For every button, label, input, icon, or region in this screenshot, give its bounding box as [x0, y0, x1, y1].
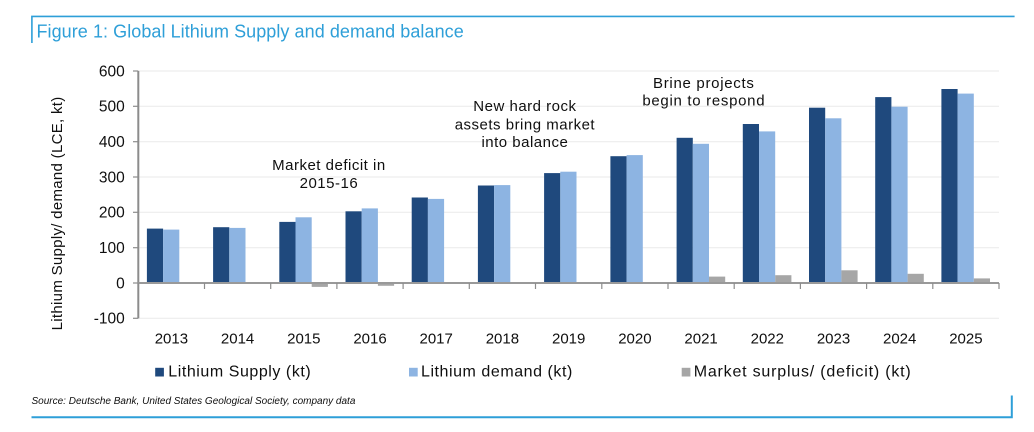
svg-text:Market surplus/ (deficit) (kt): Market surplus/ (deficit) (kt)	[694, 364, 912, 381]
svg-text:0: 0	[116, 275, 125, 292]
svg-text:600: 600	[99, 63, 125, 80]
svg-text:500: 500	[99, 99, 125, 116]
svg-text:2023: 2023	[817, 331, 850, 348]
svg-text:-100: -100	[94, 311, 125, 328]
svg-text:2014: 2014	[221, 331, 254, 348]
svg-text:Source: Deutsche Bank, United: Source: Deutsche Bank, United States Geo…	[32, 396, 356, 407]
svg-text:Lithium Supply/ demand (LCE, k: Lithium Supply/ demand (LCE, kt)	[49, 96, 66, 330]
svg-text:assets bring market: assets bring market	[455, 116, 596, 133]
svg-text:300: 300	[99, 169, 125, 186]
svg-text:Lithium Supply (kt): Lithium Supply (kt)	[168, 364, 311, 381]
svg-text:Figure 1: Global Lithium Suppl: Figure 1: Global Lithium Supply and dema…	[37, 22, 464, 42]
svg-text:into balance: into balance	[481, 134, 568, 151]
svg-text:Market deficit in: Market deficit in	[272, 157, 386, 174]
svg-text:100: 100	[99, 240, 125, 257]
svg-text:2016: 2016	[353, 331, 386, 348]
svg-text:2015-16: 2015-16	[300, 175, 359, 192]
svg-text:2020: 2020	[618, 331, 651, 348]
svg-text:Brine projects: Brine projects	[653, 75, 755, 92]
svg-text:2019: 2019	[552, 331, 585, 348]
svg-text:2025: 2025	[949, 331, 982, 348]
svg-text:400: 400	[99, 134, 125, 151]
svg-text:200: 200	[99, 205, 125, 222]
svg-text:Lithium demand (kt): Lithium demand (kt)	[421, 364, 573, 381]
svg-text:2018: 2018	[486, 331, 519, 348]
svg-text:2022: 2022	[751, 331, 784, 348]
svg-text:2013: 2013	[155, 331, 188, 348]
svg-text:New hard rock: New hard rock	[473, 98, 576, 115]
svg-text:2017: 2017	[420, 331, 453, 348]
svg-text:2015: 2015	[287, 331, 320, 348]
svg-text:begin to respond: begin to respond	[642, 92, 765, 109]
svg-text:2024: 2024	[883, 331, 916, 348]
svg-text:2021: 2021	[684, 331, 717, 348]
